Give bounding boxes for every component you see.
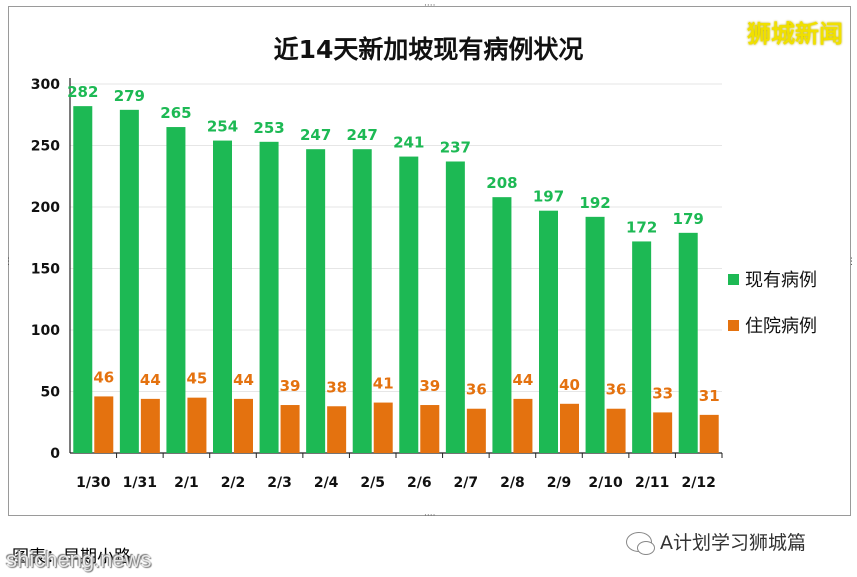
y-tick-label: 50: [41, 385, 61, 401]
data-label-hospitalized: 45: [186, 370, 207, 388]
bar-current: [585, 216, 605, 453]
bar-hospitalized: [140, 398, 160, 453]
wechat-account[interactable]: A计划学习狮城篇: [626, 528, 806, 555]
x-tick-label: 2/2: [221, 475, 246, 491]
x-tick-label: 2/11: [635, 475, 669, 491]
y-tick-label: 200: [31, 200, 60, 216]
bar-current: [259, 141, 279, 453]
data-label-hospitalized: 36: [606, 381, 627, 399]
legend: 现有病例 住院病例: [728, 268, 817, 360]
data-label-hospitalized: 46: [93, 368, 114, 386]
x-tick-label: 2/6: [407, 475, 432, 491]
data-label-hospitalized: 44: [512, 371, 533, 389]
wechat-account-name: A计划学习狮城篇: [660, 532, 806, 554]
data-label-current: 172: [626, 218, 657, 236]
bar-current: [352, 149, 372, 453]
legend-label-hospitalized: 住院病例: [745, 316, 817, 337]
bar-current: [678, 232, 698, 453]
data-label-current: 247: [300, 126, 331, 144]
data-label-current: 282: [67, 83, 98, 101]
bar-hospitalized: [653, 412, 673, 453]
x-tick-label: 2/7: [454, 475, 479, 491]
data-label-hospitalized: 39: [419, 377, 440, 395]
brand-logo-text: 狮城新闻: [747, 19, 843, 48]
bar-hospitalized: [94, 396, 114, 453]
data-label-current: 254: [207, 118, 238, 136]
legend-label-current: 现有病例: [745, 270, 817, 291]
x-tick-label: 2/10: [588, 475, 623, 491]
legend-swatch-current: [728, 273, 739, 285]
x-tick-label: 2/3: [267, 475, 292, 491]
legend-item-hospitalized: 住院病例: [728, 314, 817, 337]
bar-hospitalized: [420, 405, 440, 453]
resize-handle-bottom[interactable]: ····: [424, 511, 436, 521]
bar-hospitalized: [234, 398, 253, 453]
bar-hospitalized: [606, 408, 626, 453]
bar-current: [399, 156, 419, 453]
bar-hospitalized: [327, 406, 347, 453]
legend-item-current: 现有病例: [728, 268, 817, 291]
data-label-hospitalized: 40: [559, 376, 580, 394]
bar-current: [73, 106, 93, 453]
bar-current: [539, 210, 558, 453]
x-tick-label: 2/4: [314, 475, 339, 491]
bar-chart: 0 50 100 150 200 250 300 282 46 1/30 279 44 1/31 265 4…: [31, 77, 723, 491]
bar-hospitalized: [466, 408, 486, 453]
bar-hospitalized: [513, 398, 533, 453]
y-tick-label: 100: [31, 323, 60, 339]
data-label-current: 237: [440, 138, 471, 156]
bar-hospitalized: [560, 403, 579, 453]
data-label-hospitalized: 39: [280, 377, 301, 395]
bar-current: [445, 161, 465, 454]
x-tick-label: 1/31: [123, 475, 157, 491]
data-label-hospitalized: 38: [326, 378, 347, 396]
data-label-hospitalized: 44: [140, 371, 161, 389]
bar-hospitalized: [373, 402, 393, 453]
bar-hospitalized: [280, 405, 300, 453]
x-tick-label: 1/30: [76, 475, 111, 491]
x-tick-label: 2/12: [682, 475, 716, 491]
bar-current: [119, 109, 139, 453]
bar-current: [213, 140, 232, 453]
data-label-current: 179: [673, 210, 704, 228]
y-tick-label: 250: [31, 139, 60, 155]
data-label-hospitalized: 41: [373, 375, 394, 393]
data-label-current: 208: [486, 174, 517, 192]
resize-handle-right[interactable]: ⋮: [847, 257, 856, 267]
y-tick-label: 0: [50, 446, 60, 462]
data-label-current: 279: [114, 87, 145, 105]
bar-current: [306, 149, 326, 453]
legend-swatch-hospitalized: [728, 319, 739, 331]
data-label-current: 192: [579, 194, 610, 212]
data-label-hospitalized: 36: [466, 381, 487, 399]
data-label-current: 241: [393, 134, 424, 152]
data-label-hospitalized: 44: [233, 371, 254, 389]
x-tick-label: 2/5: [360, 475, 385, 491]
data-label-current: 253: [253, 119, 284, 137]
x-tick-label: 2/1: [174, 475, 199, 491]
bar-hospitalized: [699, 414, 719, 453]
y-tick-label: 300: [31, 77, 60, 93]
x-tick-label: 2/9: [547, 475, 572, 491]
data-label-current: 247: [347, 126, 378, 144]
wechat-icon: [626, 531, 655, 555]
x-tick-label: 2/8: [500, 475, 525, 491]
data-label-hospitalized: 33: [652, 384, 673, 402]
bar-hospitalized: [187, 397, 207, 453]
bar-current: [632, 241, 652, 453]
data-label-current: 265: [160, 104, 191, 122]
chart-title: 近14天新加坡现有病例状况: [273, 35, 584, 64]
footer-caption: 图表：早期小路: [12, 547, 131, 567]
data-label-current: 197: [533, 188, 564, 206]
bar-current: [166, 127, 186, 454]
y-tick-label: 150: [31, 262, 60, 278]
watermark: shicheng.news: [6, 547, 152, 572]
bar-current: [492, 197, 512, 453]
data-label-hospitalized: 31: [699, 387, 720, 405]
resize-handle-top[interactable]: ····: [424, 1, 436, 11]
resize-handle-left[interactable]: ⋮: [4, 257, 13, 267]
